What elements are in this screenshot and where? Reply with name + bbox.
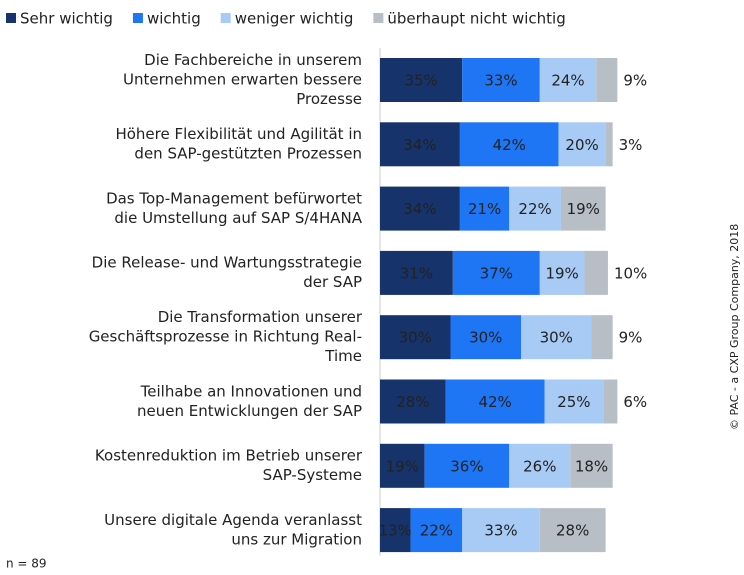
category-label: Unsere digitale Agenda veranlasst <box>104 511 362 529</box>
value-label: 9% <box>623 72 647 90</box>
category-label: Teilhabe an Innovationen und <box>140 382 362 400</box>
bar-segment <box>539 250 585 295</box>
bar-segment <box>445 379 545 424</box>
legend-swatch <box>373 13 384 23</box>
value-label: 9% <box>619 329 643 347</box>
category-label: der SAP <box>303 273 362 291</box>
value-label: 42% <box>478 393 511 411</box>
value-label: 26% <box>523 457 556 475</box>
legend-swatch <box>6 13 16 23</box>
bar-segment <box>591 315 613 360</box>
sample-note: n = 89 <box>6 557 47 571</box>
value-label: 33% <box>484 72 517 90</box>
legend-swatch <box>220 13 231 23</box>
legend-label: Sehr wichtig <box>20 10 113 28</box>
bar-segment <box>509 186 561 231</box>
category-label: Das Top-Management befürwortet <box>106 189 362 207</box>
bar-segment <box>450 315 521 360</box>
value-label: 10% <box>614 264 647 282</box>
bar-segment <box>380 508 411 553</box>
category-label: neuen Entwicklungen der SAP <box>137 402 362 420</box>
bar-segment <box>462 58 540 102</box>
bar-segment <box>410 508 463 553</box>
value-label: 28% <box>396 393 429 411</box>
value-label: 30% <box>540 329 573 347</box>
legend-label: weniger wichtig <box>235 10 354 28</box>
bar-segment <box>380 186 460 231</box>
value-label: 25% <box>557 393 590 411</box>
category-label: uns zur Migration <box>231 530 362 548</box>
bar-segment <box>380 315 451 360</box>
category-label: Unternehmen erwarten bessere <box>123 71 362 89</box>
bar-segment <box>380 250 453 295</box>
value-label: 19% <box>545 264 578 282</box>
category-label: Die Release- und Wartungsstrategie <box>92 254 362 272</box>
bar-segment <box>570 443 613 488</box>
bar-segment <box>596 58 618 102</box>
category-label: die Umstellung auf SAP S/4HANA <box>114 209 362 227</box>
value-label: 6% <box>623 393 647 411</box>
value-label: 22% <box>518 200 551 218</box>
value-label: 36% <box>450 457 483 475</box>
value-label: 18% <box>575 457 608 475</box>
value-label: 42% <box>493 136 526 154</box>
category-label: Kostenreduktion im Betrieb unserer <box>95 447 363 465</box>
bar-segment <box>521 315 592 360</box>
value-label: 28% <box>556 522 589 540</box>
bar-segment <box>509 443 571 488</box>
bar-segment <box>560 186 606 231</box>
bar-segment <box>380 443 425 488</box>
value-label: 21% <box>468 200 501 218</box>
value-label: 37% <box>480 264 513 282</box>
value-label: 30% <box>469 329 502 347</box>
bar-segment <box>603 379 618 424</box>
bar-segment <box>380 379 446 424</box>
bar-segment <box>452 250 540 295</box>
value-label: 31% <box>400 264 433 282</box>
bar-segment <box>424 443 510 488</box>
value-label: 3% <box>619 136 643 154</box>
category-label: Die Fachbereiche in unserem <box>144 51 362 69</box>
legend-label: überhaupt nicht wichtig <box>387 10 565 28</box>
category-label: SAP-Systeme <box>263 466 362 484</box>
bar-segment <box>539 58 597 102</box>
value-label: 19% <box>386 457 419 475</box>
bar-segment <box>544 379 604 424</box>
bar-segment <box>605 122 613 167</box>
bar-segment <box>462 508 540 553</box>
category-label: Höhere Flexibilität und Agilität in <box>115 125 362 143</box>
value-label: 33% <box>484 522 517 540</box>
value-label: 34% <box>403 136 436 154</box>
value-label: 22% <box>420 522 453 540</box>
category-label: den SAP-gestützten Prozessen <box>134 145 362 163</box>
category-label: Die Transformation unserer <box>158 308 363 326</box>
value-label: 24% <box>551 72 584 90</box>
bar-segment <box>459 122 559 167</box>
category-label: Geschäftsprozesse in Richtung Real- <box>89 328 362 346</box>
bar-segment <box>584 250 608 295</box>
bar-segment <box>558 122 606 167</box>
category-label: Prozesse <box>296 90 362 108</box>
legend-swatch <box>132 13 143 23</box>
bar-segment <box>539 508 606 553</box>
value-label: 13% <box>379 522 412 540</box>
value-label: 20% <box>565 136 598 154</box>
value-label: 35% <box>404 72 437 90</box>
bar-segment <box>380 122 460 167</box>
value-label: 30% <box>399 329 432 347</box>
bar-segment <box>459 186 510 231</box>
value-label: 34% <box>403 200 436 218</box>
value-label: 19% <box>567 200 600 218</box>
bar-segment <box>380 58 463 102</box>
category-label: Time <box>324 347 362 365</box>
copyright: © PAC - a CXP Group Company, 2018 <box>728 224 741 430</box>
legend-label: wichtig <box>147 10 201 28</box>
